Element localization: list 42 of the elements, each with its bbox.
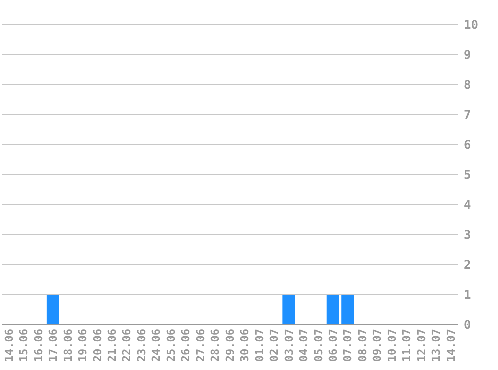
x-tick-label: 18.06: [62, 328, 75, 362]
x-tick-label: 14.07: [444, 329, 458, 362]
x-tick-label: 28.06: [209, 328, 222, 362]
x-tick-label: 07.07: [342, 329, 355, 362]
y-tick-label: 3: [464, 228, 472, 242]
x-tick-label: 21.06: [106, 328, 119, 362]
x-tick-label: 17.06: [47, 328, 60, 362]
y-tick-label: 1: [464, 288, 472, 302]
x-tick-label: 06.07: [326, 329, 340, 362]
x-tick-label: 10.07: [386, 329, 399, 362]
x-tick-label: 30.06: [238, 328, 252, 362]
y-tick-label: 10: [464, 18, 478, 32]
x-tick-label: 12.07: [415, 329, 428, 362]
x-tick-label: 25.06: [164, 328, 178, 362]
y-tick-label: 2: [464, 258, 472, 272]
x-tick-label: 26.06: [180, 328, 193, 362]
y-tick-label: 6: [464, 138, 472, 152]
y-tick-label: 7: [464, 108, 472, 122]
x-tick-label: 19.06: [76, 328, 90, 362]
x-tick-label: 08.07: [356, 329, 370, 362]
x-tick-label: 11.07: [400, 329, 414, 362]
x-tick-label: 24.06: [150, 328, 164, 362]
x-tick-label: 16.06: [32, 328, 46, 362]
y-tick-label: 5: [464, 168, 472, 182]
x-tick-label: 15.06: [18, 328, 31, 362]
x-tick-label: 02.07: [268, 329, 282, 362]
x-tick-label: 03.07: [282, 329, 296, 362]
y-tick-label: 4: [464, 198, 472, 212]
x-tick-label: 29.06: [224, 328, 237, 362]
x-tick-label: 01.07: [253, 329, 266, 362]
x-tick-label: 04.07: [298, 329, 311, 362]
y-tick-label: 8: [464, 78, 472, 92]
y-tick-label: 9: [464, 48, 472, 62]
x-tick-label: 27.06: [194, 328, 208, 362]
x-tick-label: 05.07: [312, 329, 326, 362]
y-tick-label: 0: [464, 318, 472, 332]
x-tick-label: 14.06: [2, 328, 16, 362]
x-tick-label: 13.07: [430, 329, 444, 362]
x-tick-label: 20.06: [91, 328, 104, 362]
x-tick-label: 09.07: [371, 329, 384, 362]
x-tick-label: 22.06: [120, 328, 134, 362]
x-tick-label: 23.06: [135, 328, 148, 362]
